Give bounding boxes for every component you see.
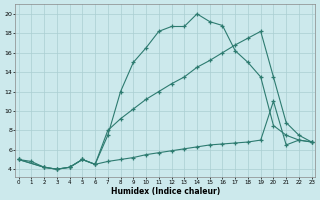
X-axis label: Humidex (Indice chaleur): Humidex (Indice chaleur) bbox=[110, 187, 220, 196]
